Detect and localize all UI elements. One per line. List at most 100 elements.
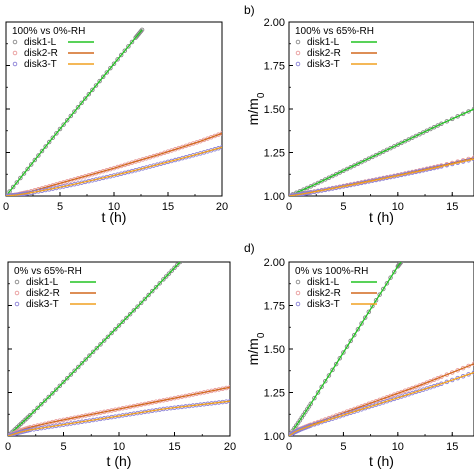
data-point	[359, 159, 364, 165]
x-tick-label: 0	[5, 441, 11, 453]
data-point	[391, 144, 397, 149]
data-point	[135, 304, 140, 309]
data-point	[377, 151, 382, 156]
data-point	[388, 275, 393, 280]
data-point	[100, 74, 106, 80]
legend-marker	[295, 301, 301, 307]
data-point	[118, 52, 124, 58]
data-point	[122, 48, 128, 53]
data-point	[120, 319, 125, 324]
legend-title: 100% vs 0%-RH	[12, 26, 85, 37]
data-point	[344, 344, 350, 349]
data-point	[104, 70, 110, 75]
y-tick-label: 1.50	[264, 344, 285, 356]
legend-title: 0% vs 100%-RH	[295, 266, 368, 277]
data-point	[10, 184, 16, 190]
data-point	[377, 292, 382, 297]
data-point	[395, 142, 401, 147]
y-tick-label: 1.50	[264, 104, 285, 116]
x-tick-label: 10	[392, 441, 404, 453]
data-point	[330, 367, 335, 373]
data-point	[163, 274, 169, 279]
data-point	[129, 39, 135, 45]
legend-marker	[14, 279, 20, 285]
data-point	[355, 327, 361, 332]
series-markers-disk3-T	[289, 370, 474, 436]
x-tick-label: 5	[57, 201, 63, 213]
data-point	[21, 171, 27, 176]
data-point	[333, 361, 339, 367]
y-axis-label: m/m0	[245, 92, 267, 125]
y-tick-label: 1.25	[264, 148, 285, 160]
data-point	[308, 184, 314, 189]
legend-marker	[295, 279, 301, 285]
x-tick-label: 5	[340, 441, 346, 453]
series-markers-disk1-L	[8, 262, 183, 436]
legend-marker	[12, 50, 18, 56]
data-point	[348, 165, 353, 170]
data-point	[413, 133, 419, 139]
data-point	[402, 138, 408, 144]
x-tick-label: 15	[446, 441, 458, 453]
data-point	[79, 360, 85, 366]
data-point	[315, 180, 321, 186]
data-point	[466, 109, 471, 114]
data-point	[93, 83, 99, 88]
data-point	[31, 409, 37, 414]
data-point	[333, 171, 339, 177]
data-point	[39, 401, 44, 407]
data-point	[177, 262, 183, 265]
data-point	[113, 327, 118, 332]
data-point	[131, 308, 137, 313]
x-tick-label: 15	[446, 201, 458, 213]
data-point	[50, 391, 55, 396]
data-point	[348, 338, 353, 344]
panel-label: d)	[244, 241, 255, 255]
series-markers-disk1-L	[289, 106, 474, 196]
data-point	[319, 384, 324, 390]
series-line-disk2-R	[289, 363, 474, 436]
data-point	[43, 144, 48, 149]
data-point	[373, 298, 379, 303]
data-point	[27, 412, 33, 418]
data-point	[373, 152, 379, 158]
data-point	[87, 353, 92, 358]
data-point	[304, 185, 310, 191]
data-point	[471, 106, 474, 112]
data-point	[169, 268, 174, 273]
data-point	[460, 365, 466, 371]
data-point	[153, 284, 159, 290]
data-point	[341, 350, 346, 355]
data-point	[410, 135, 415, 140]
y-tick-label: 1.00	[264, 431, 285, 443]
data-point	[64, 376, 70, 381]
series-line-disk3-T	[289, 371, 474, 436]
data-point	[312, 395, 317, 401]
data-point	[323, 177, 328, 182]
legend-marker	[14, 290, 20, 296]
data-point	[308, 401, 314, 407]
data-point	[79, 100, 84, 106]
data-point	[61, 379, 66, 385]
series-markers-disk1-L	[289, 262, 404, 436]
x-tick-label: 15	[168, 441, 180, 453]
x-tick-label: 10	[108, 201, 120, 213]
chart-panel-2: 0 5 10 15 1.00 1.25 1.50 1.75 2.00 t (h) m/m0 b) 100…	[244, 3, 474, 225]
y-tick-label: 1.75	[264, 61, 285, 73]
data-point	[172, 265, 177, 271]
data-point	[28, 162, 34, 167]
data-point	[72, 368, 77, 374]
legend-title: 100% vs 65%-RH	[295, 26, 374, 37]
data-point	[68, 113, 74, 119]
series-markers-disk2-R	[6, 131, 222, 196]
chart-panel-1: 0 5 10 15 20 t (h) 100% vs 0%-RHdisk1-Ldisk2-R…	[3, 21, 228, 225]
data-point	[72, 109, 77, 114]
data-point	[126, 44, 131, 49]
legend-entry: disk2-R	[26, 288, 60, 299]
data-point	[57, 126, 63, 132]
data-point	[94, 345, 100, 351]
data-point	[406, 137, 411, 142]
